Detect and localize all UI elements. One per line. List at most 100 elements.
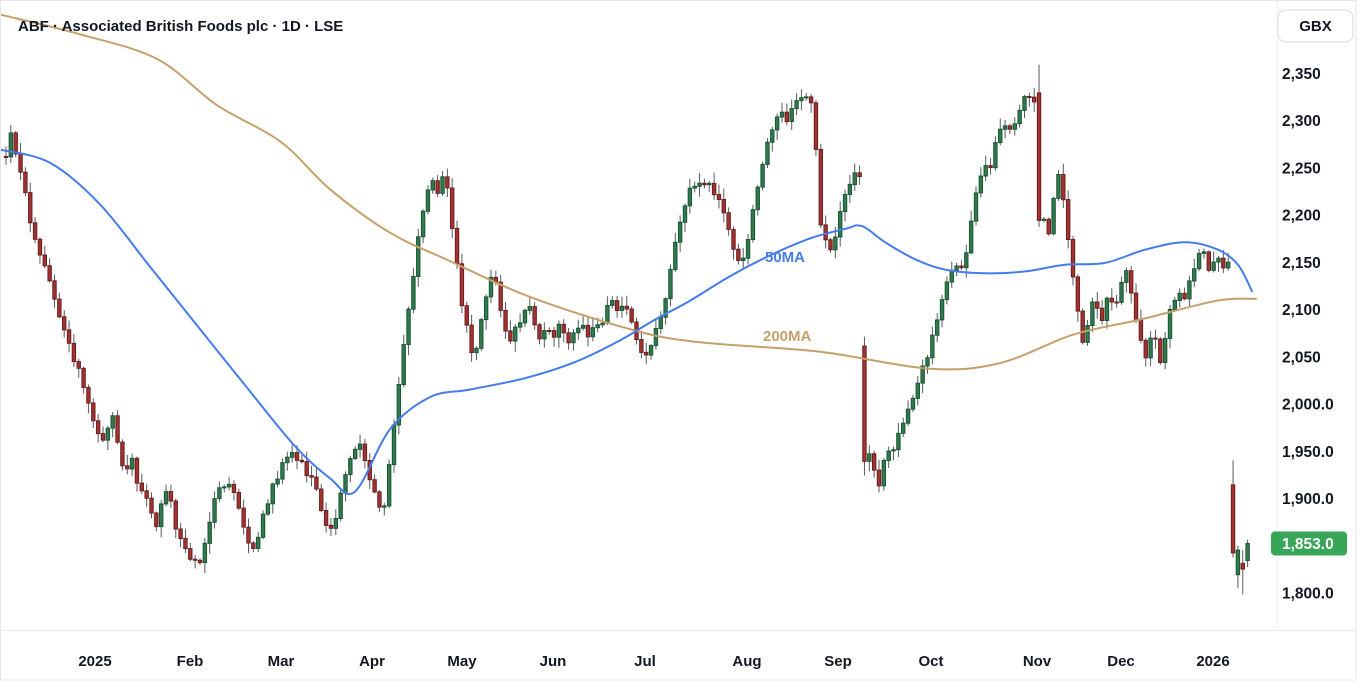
candle-up xyxy=(692,185,697,189)
candle-up xyxy=(648,345,654,356)
candle-up xyxy=(1211,261,1216,271)
candle-up xyxy=(954,265,959,271)
candle-up xyxy=(799,97,804,102)
candle-up xyxy=(891,449,896,452)
price-tick-label: 2,100 xyxy=(1282,302,1321,319)
time-axis[interactable]: 2025 Feb Mar Apr May Jun Jul Aug Sep Oct Nov Dec 202… xyxy=(78,653,1229,670)
candle-down xyxy=(1080,310,1085,343)
price-tick-label: 2,150 xyxy=(1282,255,1321,272)
candle-up xyxy=(265,503,271,515)
candle-down xyxy=(323,510,329,526)
time-tick-label: Jul xyxy=(634,653,656,670)
candle-up xyxy=(595,324,600,329)
candle-up xyxy=(522,309,528,324)
candle-up xyxy=(275,478,280,485)
candle-down xyxy=(91,402,96,422)
candle-up xyxy=(673,241,678,271)
candle-up xyxy=(8,132,14,158)
candle-down xyxy=(377,491,382,508)
candle-down xyxy=(561,323,566,334)
candle-down xyxy=(319,488,324,511)
candle-up xyxy=(270,483,275,505)
candle-up xyxy=(930,334,935,359)
candle-down xyxy=(459,263,465,307)
candle-up xyxy=(420,210,426,238)
candle-up xyxy=(488,276,494,298)
candle-down xyxy=(294,452,300,461)
time-tick-label: Feb xyxy=(177,653,204,670)
candle-up xyxy=(1187,280,1192,300)
candle-up xyxy=(425,189,431,212)
price-axis[interactable]: 2,350 2,300 2,250 2,200 2,150 2,100 2,050 2,000… xyxy=(1282,66,1334,603)
candle-down xyxy=(71,342,77,363)
candle-up xyxy=(542,330,547,340)
candle-down xyxy=(23,171,28,194)
candle-down xyxy=(1065,199,1071,241)
currency-button[interactable]: GBX xyxy=(1277,9,1354,43)
candle-up xyxy=(513,326,518,342)
price-tick-label: 2,250 xyxy=(1282,161,1321,178)
candle-up xyxy=(935,319,940,336)
candle-down xyxy=(42,254,47,267)
candle-down xyxy=(508,330,513,342)
last-price-badge-value: 1,853.0 xyxy=(1282,536,1334,553)
ma50-label: 50MA xyxy=(765,249,805,266)
candle-up xyxy=(750,209,756,240)
candle-down xyxy=(246,526,251,544)
currency-button-label: GBX xyxy=(1299,18,1332,35)
candle-down xyxy=(1046,218,1051,235)
candle-up xyxy=(440,176,445,194)
candle-down xyxy=(115,415,120,443)
ma200-label: 200MA xyxy=(763,328,812,345)
candle-down xyxy=(857,172,862,178)
candle-up xyxy=(474,347,479,354)
price-tick-label: 2,300 xyxy=(1282,113,1321,130)
candle-down xyxy=(726,212,731,230)
ma50-line xyxy=(0,148,1253,496)
candle-down xyxy=(1143,339,1148,359)
candle-down xyxy=(1061,174,1066,201)
candle-up xyxy=(1192,268,1197,282)
candles-layer xyxy=(3,64,1250,595)
candle-down xyxy=(62,316,67,331)
candle-up xyxy=(968,220,974,254)
candle-up xyxy=(483,296,489,321)
candle-down xyxy=(1138,319,1144,341)
candle-down xyxy=(736,248,741,261)
candle-down xyxy=(178,528,183,539)
candle-down xyxy=(862,345,867,462)
time-tick-label: Aug xyxy=(732,653,761,670)
candle-down xyxy=(57,298,62,318)
candle-up xyxy=(910,397,916,410)
price-tick-label: 1,950.0 xyxy=(1282,444,1334,461)
candle-up xyxy=(707,182,712,186)
candle-up xyxy=(1148,337,1153,359)
candle-down xyxy=(299,459,305,463)
candle-down xyxy=(721,199,726,214)
candle-up xyxy=(1104,297,1110,322)
candle-up xyxy=(163,491,169,505)
candle-down xyxy=(639,339,644,353)
candle-down xyxy=(192,558,198,561)
candle-up xyxy=(852,172,857,186)
candle-up xyxy=(867,453,872,462)
time-tick-label: Apr xyxy=(359,653,385,670)
candle-down xyxy=(52,280,57,300)
candle-up xyxy=(1216,257,1221,263)
time-tick-label: Oct xyxy=(918,653,943,670)
candle-up xyxy=(920,365,925,384)
candle-up xyxy=(1162,337,1168,363)
time-tick-label: Nov xyxy=(1023,653,1052,670)
candle-down xyxy=(168,491,174,502)
candle-down xyxy=(1158,338,1163,364)
candle-down xyxy=(372,479,377,493)
candle-up xyxy=(217,487,222,500)
candle-up xyxy=(280,462,285,480)
candle-up xyxy=(964,252,969,269)
candle-down xyxy=(139,482,145,492)
candle-down xyxy=(469,324,474,354)
candle-down xyxy=(731,228,736,250)
time-tick-label: 2026 xyxy=(1196,653,1229,670)
